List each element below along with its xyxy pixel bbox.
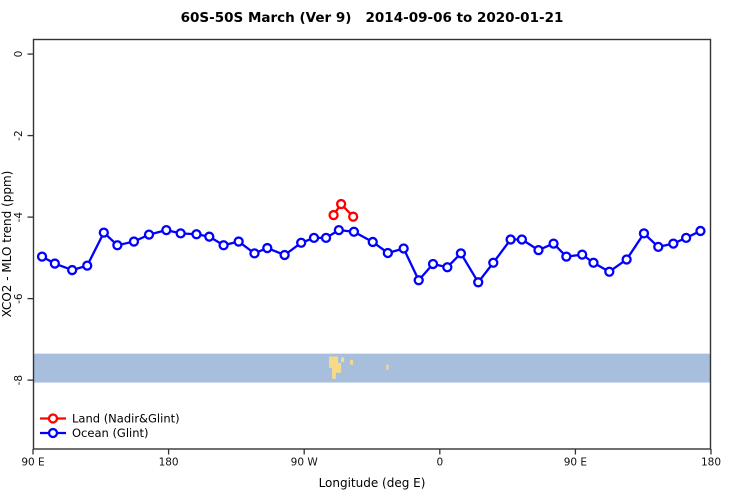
y-axis-label: XCO2 - MLO trend (ppm) — [0, 171, 14, 318]
data-point-marker — [204, 231, 215, 242]
y-tick-label: -2 — [13, 130, 25, 140]
legend: Land (Nadir&Glint)Ocean (Glint) — [40, 412, 180, 440]
data-point-marker — [175, 228, 186, 239]
data-point-marker — [382, 247, 393, 259]
data-point-marker — [505, 234, 516, 245]
map-strip-land-patch — [350, 359, 354, 365]
data-point-marker — [668, 238, 679, 249]
data-point-marker — [653, 241, 664, 253]
map-strip-ocean — [33, 353, 711, 383]
data-point-marker — [333, 224, 345, 236]
data-point-marker — [82, 260, 93, 271]
map-strip-land-patch — [334, 363, 342, 373]
data-point-marker — [128, 236, 140, 247]
data-point-marker — [191, 229, 202, 240]
data-point-marker — [680, 232, 692, 244]
axis-ticks: 90 E 180 90 W 0 90 E 180 0 -2 -4 -6 -8 — [13, 51, 721, 469]
map-strip-land-patch — [329, 356, 339, 368]
x-axis-label: Longitude (deg E) — [319, 476, 426, 490]
x-tick-label: 90 W — [291, 457, 319, 469]
data-point-marker — [49, 258, 60, 269]
data-point-marker — [548, 238, 559, 249]
legend-marker — [47, 427, 59, 439]
data-point-marker — [98, 227, 109, 238]
x-tick-label: 90 E — [564, 457, 587, 469]
data-point-marker — [36, 251, 48, 262]
data-point-marker — [588, 257, 599, 268]
legend-label: Land (Nadir&Glint) — [72, 412, 180, 426]
data-point-marker — [533, 244, 544, 256]
data-series — [36, 198, 706, 288]
data-point-marker — [367, 236, 378, 248]
y-tick-label: -6 — [13, 293, 25, 304]
data-point-marker — [161, 224, 172, 236]
map-strip-land-patch — [332, 367, 336, 379]
data-point-marker — [112, 240, 123, 251]
data-point-marker — [328, 209, 339, 221]
data-point-marker — [335, 198, 347, 210]
legend-marker — [47, 413, 59, 424]
data-point-marker — [577, 249, 588, 260]
map-strip-land-patch — [386, 364, 389, 370]
chart-title: 60S-50S March (Ver 9) 2014-09-06 to 2020… — [181, 10, 564, 26]
map-strip-land-patch — [341, 357, 345, 363]
data-point-marker — [413, 275, 424, 286]
data-point-marker — [427, 258, 439, 270]
data-point-marker — [348, 226, 360, 237]
data-point-marker — [143, 229, 155, 240]
plot-border — [32, 38, 712, 450]
data-point-marker — [262, 242, 273, 254]
data-point-marker — [604, 266, 615, 277]
data-point-marker — [348, 211, 359, 222]
data-point-marker — [320, 232, 332, 244]
data-point-marker — [473, 277, 484, 288]
x-tick-label: 0 — [436, 457, 443, 469]
data-point-marker — [233, 236, 244, 247]
data-point-marker — [695, 225, 706, 237]
data-point-marker — [638, 228, 650, 239]
x-tick-label: 180 — [701, 457, 721, 469]
data-point-marker — [455, 248, 467, 259]
data-point-marker — [561, 251, 572, 262]
data-point-marker — [279, 249, 290, 261]
data-point-marker — [249, 248, 260, 259]
data-point-marker — [398, 243, 409, 254]
x-tick-label: 90 E — [21, 457, 44, 469]
data-point-marker — [308, 232, 320, 244]
y-tick-label: -4 — [13, 212, 25, 223]
data-point-marker — [218, 240, 229, 251]
y-tick-label: 0 — [13, 51, 25, 58]
data-point-marker — [442, 262, 453, 273]
data-point-marker — [516, 234, 528, 245]
data-point-marker — [488, 257, 499, 268]
map-strip — [33, 353, 711, 383]
data-point-marker — [67, 264, 78, 276]
x-tick-label: 180 — [159, 457, 179, 469]
data-point-marker — [621, 254, 632, 265]
data-point-marker — [296, 237, 307, 248]
y-tick-label: -8 — [13, 375, 25, 385]
legend-label: Ocean (Glint) — [72, 426, 149, 440]
